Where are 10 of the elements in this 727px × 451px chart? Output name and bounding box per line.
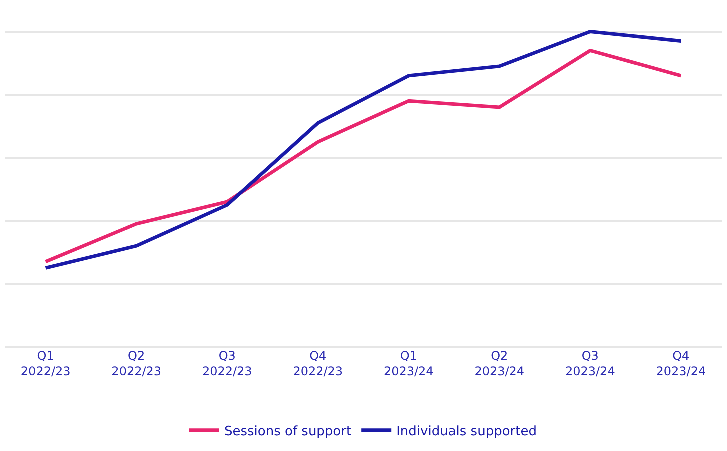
- x-tick-label: Q4 2023/24: [656, 349, 706, 379]
- x-tick-label: Q2 2022/23: [112, 349, 162, 379]
- x-tick-label: Q3 2023/24: [565, 349, 616, 379]
- x-tick-label: Q1 2023/24: [384, 349, 434, 379]
- x-tick-label: Q2 2023/24: [474, 349, 525, 379]
- x-tick-label: Q1 2022/23: [20, 349, 71, 379]
- legend-label: Sessions of support: [224, 424, 352, 440]
- x-tick-label: Q4 2022/23: [293, 349, 344, 379]
- x-tick-label: Q3 2022/23: [202, 349, 252, 379]
- legend-label: Individuals supported: [396, 424, 537, 440]
